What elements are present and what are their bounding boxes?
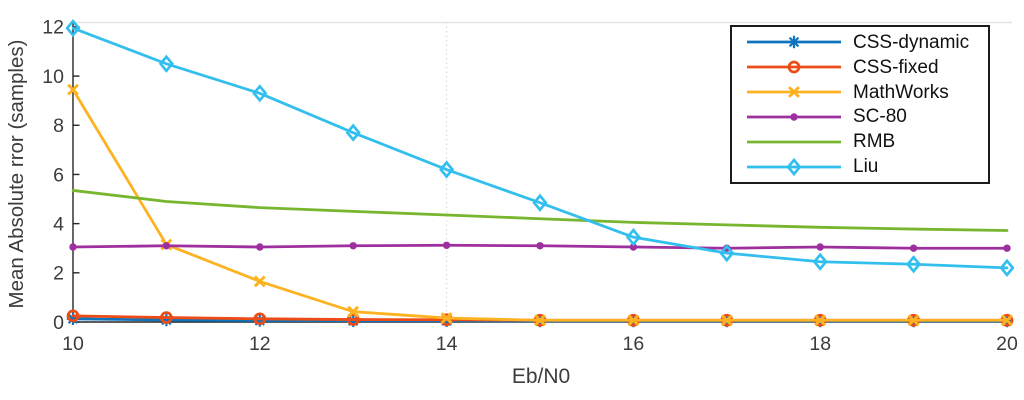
x-tick-label: 20 [996,333,1018,355]
legend-line-circle-marker-icon [744,55,844,79]
dot-marker [536,242,544,250]
x-tick-label: 16 [623,333,645,355]
legend-label-sc-80: SC-80 [853,106,907,128]
y-axis-label: Mean Absolute rror (samples) [5,39,28,309]
legend-line-asterisk-marker-icon [744,30,844,54]
dot-marker [629,243,638,251]
legend: CSS-dynamic CSS-fixed MathWorks SC-80 RM… [730,25,990,184]
y-tick-label: 0 [53,312,64,334]
dot-marker [1003,244,1011,252]
diamond-marker [439,160,455,179]
diamond-marker [625,228,641,247]
dot-marker [790,113,798,121]
series-rmb [71,189,1009,232]
dot-marker [349,242,357,250]
diamond-marker [786,157,802,176]
x-marker [67,83,79,96]
diamond-marker [906,255,922,274]
circle-marker [787,60,801,74]
legend-line-x-marker-icon [744,80,844,104]
x-marker [347,305,360,318]
dot-marker [256,243,264,251]
dot-marker [816,243,824,251]
y-tick-label: 10 [42,66,64,88]
x-tick-label: 18 [809,333,831,355]
circle-marker [346,313,360,326]
y-tick-label: 2 [53,263,64,285]
legend-line-dot-marker-icon [744,105,844,129]
x-marker [814,314,827,327]
legend-item-sc-80: SC-80 [744,105,988,129]
series-sc-80 [69,241,1011,252]
x-marker [907,314,920,327]
legend-item-css-fixed: CSS-fixed [744,55,988,79]
circle-marker [440,313,453,327]
dot-marker [69,243,77,251]
x-tick-label: 12 [249,333,271,355]
diamond-marker [812,252,828,271]
series-line [71,26,1009,270]
legend-swatch-svg [747,86,841,98]
x-marker [440,312,453,324]
x-tick-label: 14 [436,333,458,355]
y-tick-label: 12 [42,17,64,39]
legend-swatch-svg [747,113,841,121]
legend-label-mathworks: MathWorks [853,81,949,103]
legend-item-mathworks: MathWorks [744,80,988,104]
x-marker [720,314,733,327]
dot-marker [442,241,451,249]
x-marker [253,275,266,288]
series-line [71,189,1009,232]
legend-item-liu: Liu [744,155,988,179]
legend-swatch-svg [747,140,841,144]
x-marker [788,86,800,98]
x-marker [627,314,640,327]
legend-item-rmb: RMB [744,130,988,154]
diamond-marker [65,19,81,38]
legend-swatch-svg [747,157,841,176]
tick-labels: 10 12 14 16 18 20 0 2 4 6 8 10 12 [42,17,1018,355]
series-liu [65,19,1015,278]
x-tick-label: 10 [62,333,84,355]
legend-label-rmb: RMB [853,131,896,153]
legend-line-diamond-marker-icon [744,155,844,179]
legend-swatch-svg [747,60,841,74]
diamond-marker [158,54,174,73]
legend-swatch-svg [747,36,841,49]
legend-item-css-dynamic: CSS-dynamic [744,30,988,54]
legend-label-css-fixed: CSS-fixed [853,56,939,78]
dot-marker [909,244,918,252]
x-marker [1001,314,1013,327]
y-tick-label: 6 [53,164,64,186]
circle-marker [66,309,80,323]
y-tick-label: 4 [53,213,64,235]
x-axis-label: Eb/N0 [511,365,571,388]
diamond-marker [252,84,268,103]
legend-label-liu: Liu [853,156,879,178]
x-marker [534,314,546,327]
dot-marker [162,242,171,250]
diamond-marker [999,258,1015,278]
asterisk-marker [787,36,801,49]
legend-line-plain-icon [744,130,844,154]
diamond-marker [532,193,548,212]
circle-marker [253,312,267,326]
diamond-marker [719,244,735,263]
circle-marker [160,311,173,324]
y-tick-label: 8 [53,115,64,137]
legend-label-css-dynamic: CSS-dynamic [853,31,970,53]
diamond-marker [345,123,361,142]
series-mathworks [67,83,1013,327]
